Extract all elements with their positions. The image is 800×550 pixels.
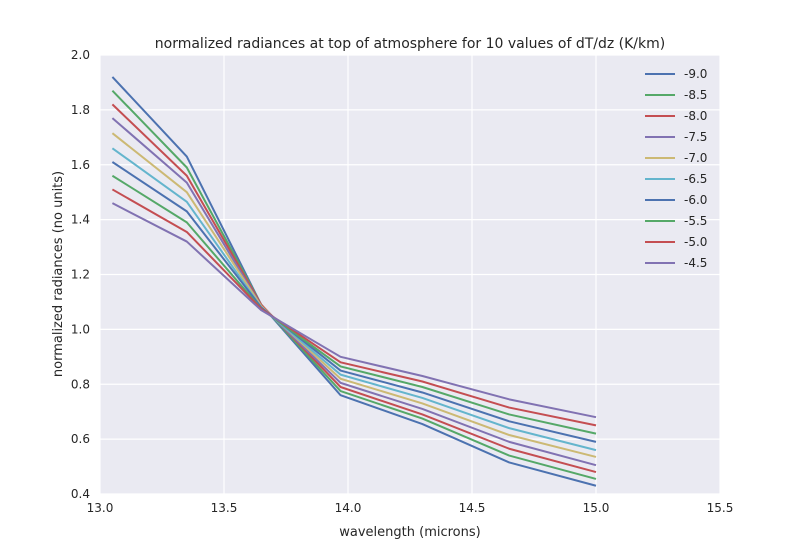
legend-label: -6.5: [684, 172, 707, 186]
x-tick-labels: 13.0 13.5 14.0 14.5 15.0 15.5: [87, 501, 734, 515]
series-line-8: [111, 188, 597, 427]
legend-item: -6.5: [645, 172, 707, 186]
legend-label: -7.0: [684, 151, 707, 165]
y-tick-label: 1.8: [71, 103, 90, 117]
x-axis-label: wavelength (microns): [339, 525, 480, 540]
legend-item: -9.0: [645, 67, 707, 81]
x-tick-label: 13.0: [87, 501, 114, 515]
legend-label: -6.0: [684, 193, 707, 207]
y-tick-labels: 0.4 0.6 0.8 1.0 1.2 1.4 1.6 1.8 2.0: [71, 48, 90, 501]
x-tick-label: 15.0: [583, 501, 610, 515]
series-line-5: [111, 147, 597, 452]
y-axis-label: normalized radiances (no units): [51, 171, 66, 377]
grid: [99, 54, 721, 495]
legend-label: -5.5: [684, 214, 707, 228]
y-tick-label: 0.6: [71, 432, 90, 446]
series-line-7: [111, 174, 597, 435]
series-line-0: [111, 76, 597, 487]
legend-label: -8.5: [684, 88, 707, 102]
series-line-2: [111, 103, 597, 474]
series-line-6: [111, 161, 597, 443]
x-tick-label: 15.5: [707, 501, 734, 515]
y-tick-label: 1.6: [71, 158, 90, 172]
chart-title: normalized radiances at top of atmospher…: [155, 36, 665, 52]
legend-label: -7.5: [684, 130, 707, 144]
legend-item: -8.5: [645, 88, 707, 102]
series-lines: [111, 76, 597, 487]
series-line-3: [111, 117, 597, 467]
legend-item: -5.5: [645, 214, 707, 228]
legend-item: -5.0: [645, 235, 707, 249]
y-tick-label: 1.0: [71, 322, 90, 336]
y-tick-label: 1.2: [71, 268, 90, 282]
series-line-9: [111, 202, 597, 419]
legend-item: -7.0: [645, 151, 707, 165]
y-tick-label: 1.4: [71, 213, 90, 227]
legend-label: -9.0: [684, 67, 707, 81]
legend-item: -6.0: [645, 193, 707, 207]
y-tick-label: 0.8: [71, 377, 90, 391]
legend-item: -8.0: [645, 109, 707, 123]
legend-label: -5.0: [684, 235, 707, 249]
legend-label: -8.0: [684, 109, 707, 123]
x-tick-label: 13.5: [211, 501, 238, 515]
legend-label: -4.5: [684, 256, 707, 270]
legend: -9.0 -8.5 -8.0 -7.5 -7.0 -6.5 -6.0 -5.5 -5.0 -4.5: [645, 67, 707, 270]
legend-item: -7.5: [645, 130, 707, 144]
series-line-4: [111, 132, 597, 458]
x-tick-label: 14.5: [459, 501, 486, 515]
y-tick-label: 2.0: [71, 48, 90, 62]
legend-item: -4.5: [645, 256, 707, 270]
x-tick-label: 14.0: [335, 501, 362, 515]
series-line-1: [111, 89, 597, 480]
y-tick-label: 0.4: [71, 487, 90, 501]
